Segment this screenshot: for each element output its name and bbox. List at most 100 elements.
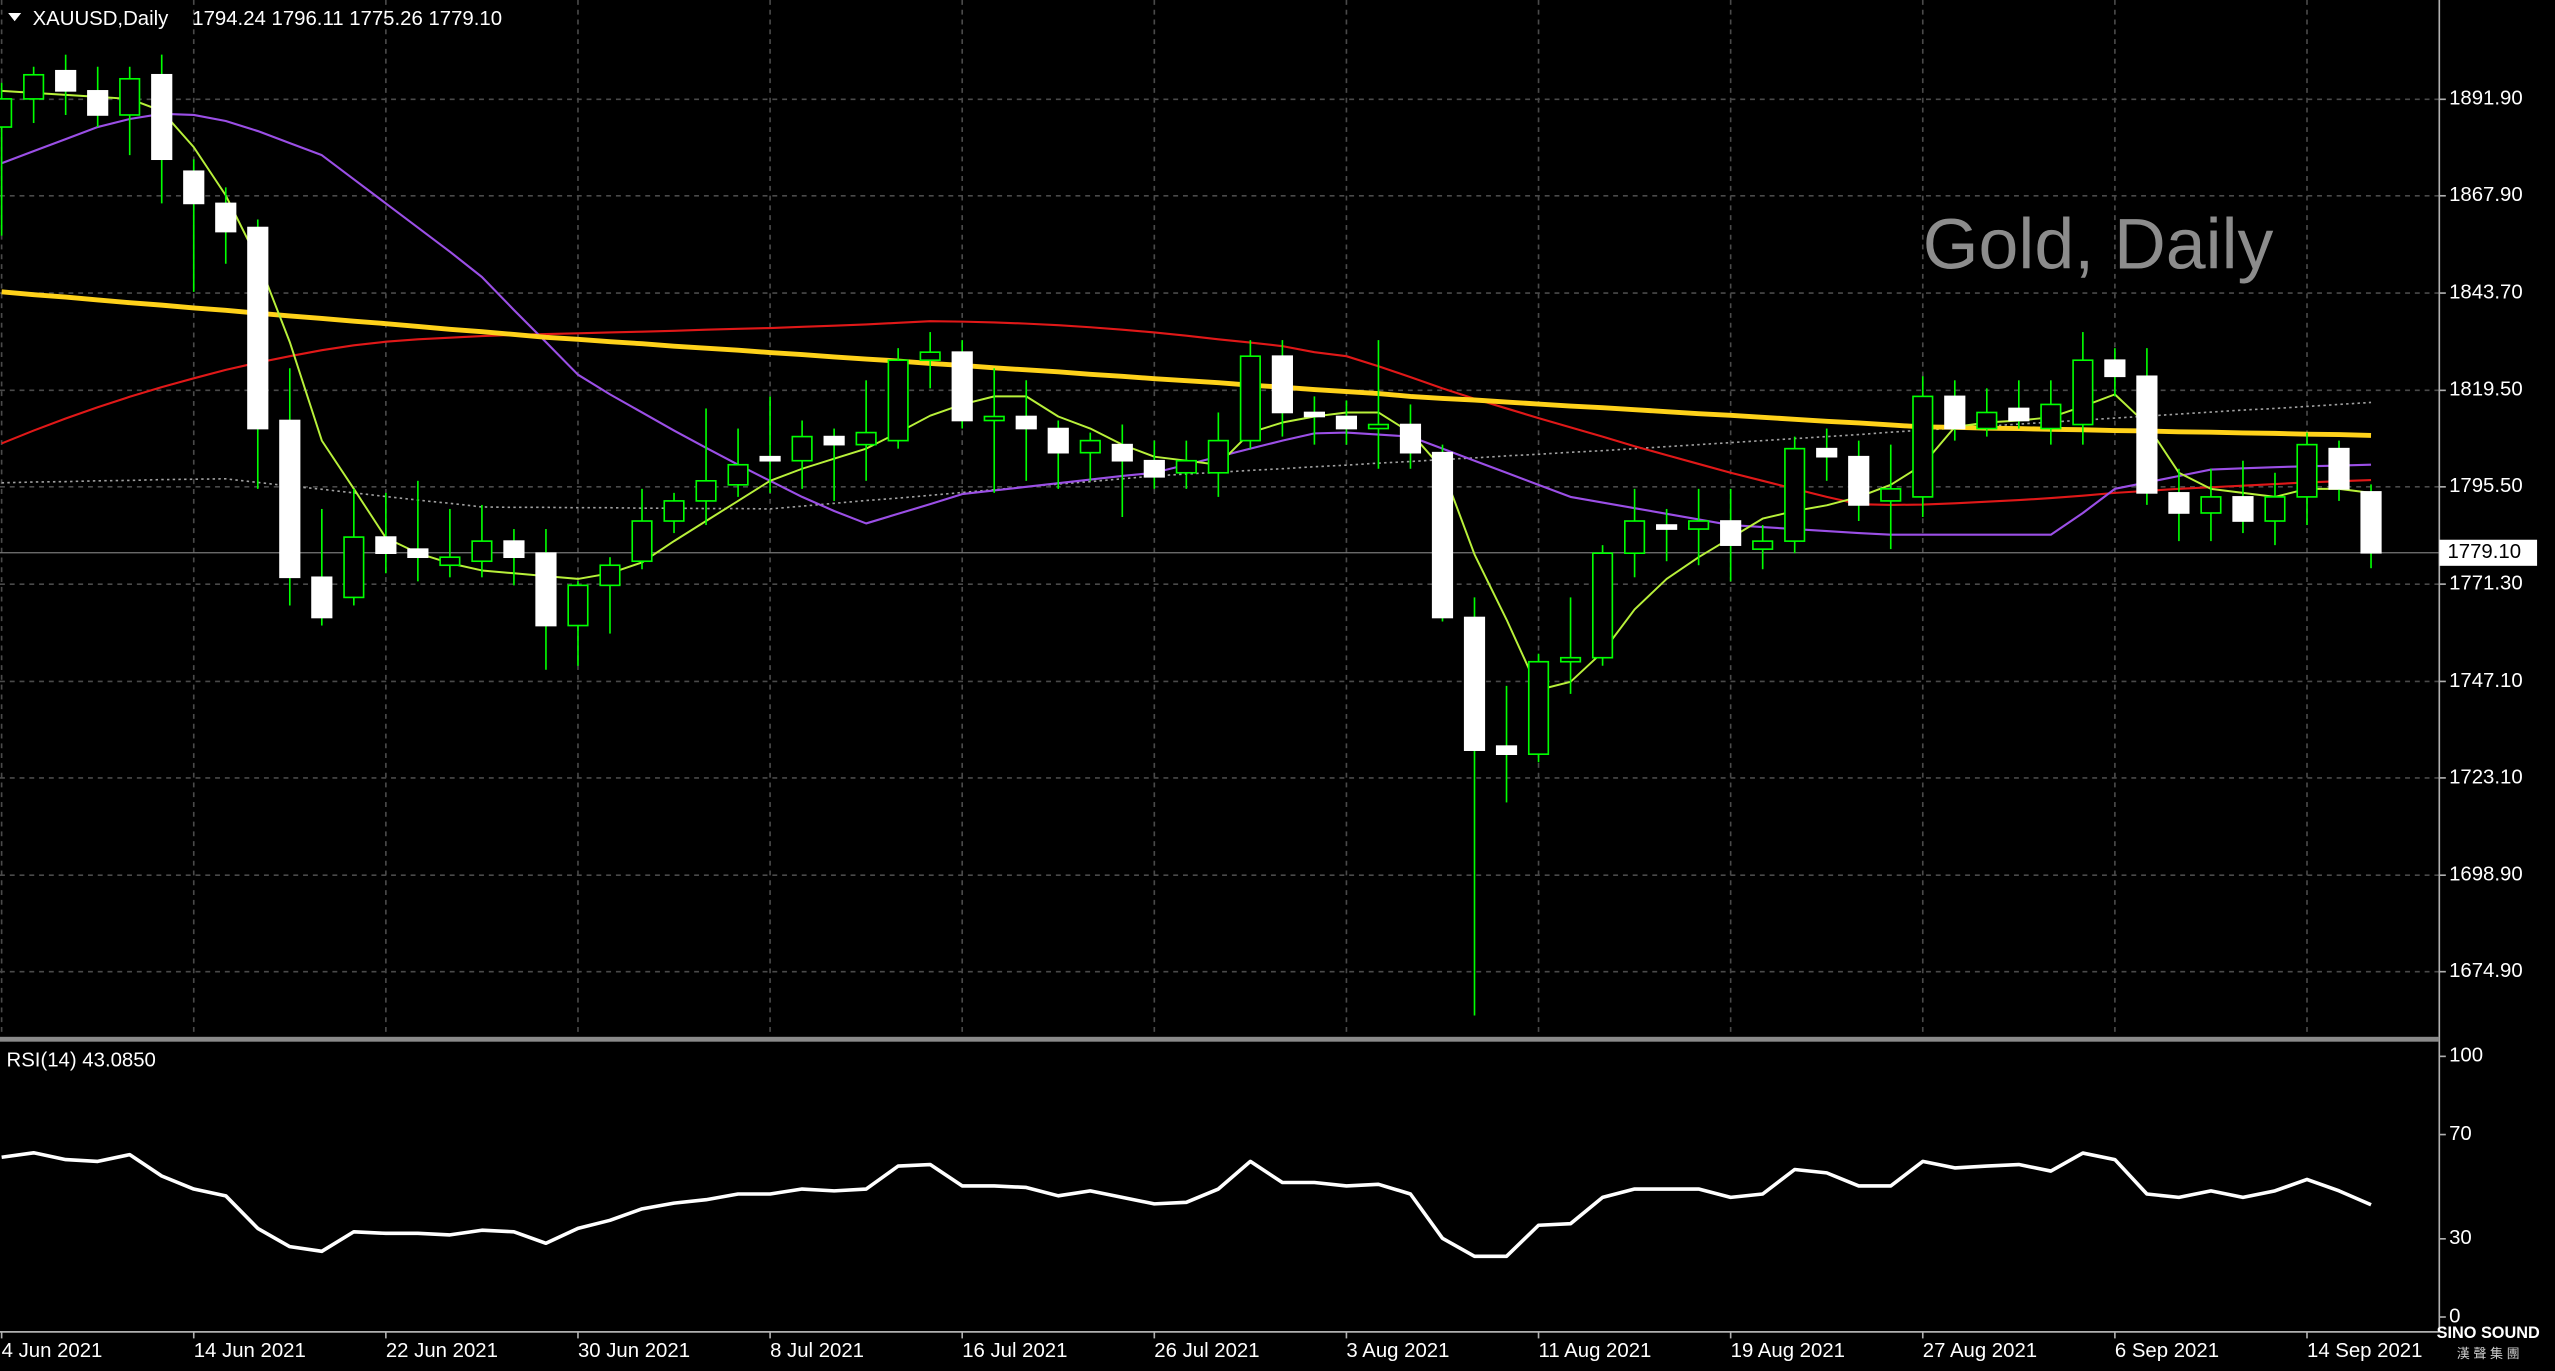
candle-body-down — [1463, 616, 1486, 751]
x-tick-label: 16 Jul 2021 — [962, 1340, 1067, 1362]
candle-body-down — [2104, 359, 2126, 378]
candle-body-up — [1079, 439, 1101, 454]
candle-body-down — [311, 576, 333, 619]
x-tick-label: 26 Jul 2021 — [1154, 1340, 1259, 1362]
candle-body-up — [1559, 656, 1582, 663]
y-tick-label: 0 — [2449, 1305, 2460, 1327]
candle-body-down — [2360, 491, 2382, 554]
candle-body-down — [1271, 355, 1293, 414]
panel-title: RSI(14) 43.0850 — [7, 1050, 156, 1072]
watermark: Gold, Daily — [1923, 204, 2274, 284]
candle-body-down — [87, 90, 109, 116]
x-tick-label: 14 Sep 2021 — [2307, 1340, 2422, 1362]
x-tick-label: 14 Jun 2021 — [194, 1340, 306, 1362]
candle-body-up — [1207, 439, 1229, 474]
ohlc: 1794.24 1796.11 1775.26 1779.10 — [192, 8, 502, 30]
y-tick-label: 70 — [2449, 1123, 2472, 1145]
candle-body-down — [823, 435, 845, 446]
candle-body-down — [2232, 496, 2254, 522]
candle-body-down — [1495, 745, 1518, 756]
y-tick-label: 1867.90 — [2449, 184, 2523, 206]
candle-body-up — [663, 500, 685, 522]
current-price-label: 1779.10 — [2447, 541, 2521, 563]
y-tick-label: 1747.10 — [2449, 670, 2523, 692]
y-tick-label: 1819.50 — [2449, 379, 2523, 401]
candle-body-up — [2296, 443, 2318, 498]
x-tick-label: 3 Aug 2021 — [1346, 1340, 1449, 1362]
candle-body-up — [1527, 660, 1550, 756]
candle-body-up — [1624, 520, 1646, 554]
candle-body-down — [407, 548, 429, 559]
candle-body-up — [1239, 355, 1261, 442]
y-tick-label: 1698.90 — [2449, 864, 2523, 886]
candle-body-down — [183, 170, 205, 205]
x-tick-label: 8 Jul 2021 — [770, 1340, 864, 1362]
candle-body-up — [2200, 496, 2222, 514]
x-tick-label: 4 Jun 2021 — [2, 1340, 103, 1362]
candle-body-down — [1399, 423, 1422, 454]
candle-body-down — [247, 226, 269, 430]
candle-body-up — [119, 77, 141, 116]
candle-body-down — [279, 419, 301, 579]
candle-body-up — [23, 73, 45, 100]
candle-body-up — [1784, 447, 1806, 542]
y-tick-label: 30 — [2449, 1227, 2472, 1249]
candle-body-up — [983, 415, 1005, 422]
x-tick-label: 30 Jun 2021 — [578, 1340, 690, 1362]
candle-body-down — [2008, 407, 2030, 422]
candle-body-up — [439, 556, 461, 567]
candle-body-up — [1367, 423, 1390, 430]
y-tick-label: 1771.30 — [2449, 573, 2523, 595]
candle-body-up — [1591, 552, 1614, 659]
symbol: XAUUSD,Daily — [33, 8, 170, 30]
candle-body-up — [727, 463, 749, 486]
candle-body-up — [2072, 359, 2094, 426]
candle-body-down — [1720, 520, 1742, 546]
candle-body-up — [2040, 403, 2062, 430]
logo-subtitle: 漢 聲 集 團 — [2457, 1346, 2520, 1361]
candle-body-down — [1431, 451, 1454, 619]
menu-triangle — [8, 13, 22, 22]
candle-body-down — [215, 202, 237, 233]
y-tick-label: 100 — [2449, 1045, 2483, 1067]
candle-body-up — [631, 520, 653, 563]
candle-body-down — [151, 73, 173, 161]
candle-body-down — [1656, 524, 1678, 530]
y-tick-label: 1674.90 — [2449, 960, 2523, 982]
candle-body-down — [1111, 443, 1133, 462]
x-tick-label: 6 Sep 2021 — [2115, 1340, 2219, 1362]
candle-body-down — [759, 455, 781, 462]
candle-body-up — [471, 540, 493, 563]
x-tick-label: 27 Aug 2021 — [1923, 1340, 2037, 1362]
candle-body-up — [1688, 520, 1710, 530]
candle-body-down — [1944, 395, 1966, 430]
logo-name: SINO SOUND — [2437, 1324, 2540, 1342]
candle-body-down — [1047, 427, 1069, 454]
candle-body-up — [919, 351, 941, 362]
current-price-box — [2439, 539, 2538, 566]
candle-body-down — [2136, 375, 2158, 494]
y-tick-label: 1795.50 — [2449, 475, 2523, 497]
x-tick-label: 19 Aug 2021 — [1731, 1340, 1845, 1362]
candle-body-up — [343, 536, 365, 599]
candle-body-up — [567, 584, 589, 627]
candle-body-up — [1912, 395, 1934, 498]
candle-body-down — [1335, 415, 1358, 430]
y-tick-label: 1891.90 — [2449, 88, 2523, 110]
candle-body-down — [1816, 447, 1838, 458]
candle-body-up — [1976, 411, 1998, 430]
moving-average — [1, 320, 2372, 506]
y-tick-label: 1723.10 — [2449, 766, 2523, 788]
candle-body-down — [2328, 447, 2350, 490]
x-tick-label: 22 Jun 2021 — [386, 1340, 498, 1362]
y-tick-label: 1843.70 — [2449, 281, 2523, 303]
candle-body-up — [695, 480, 717, 502]
candle-body-down — [1143, 459, 1165, 478]
candle-body-down — [535, 552, 557, 627]
candle-body-down — [503, 540, 525, 559]
candle-body-up — [2264, 496, 2286, 522]
candle-body-up — [855, 431, 877, 446]
